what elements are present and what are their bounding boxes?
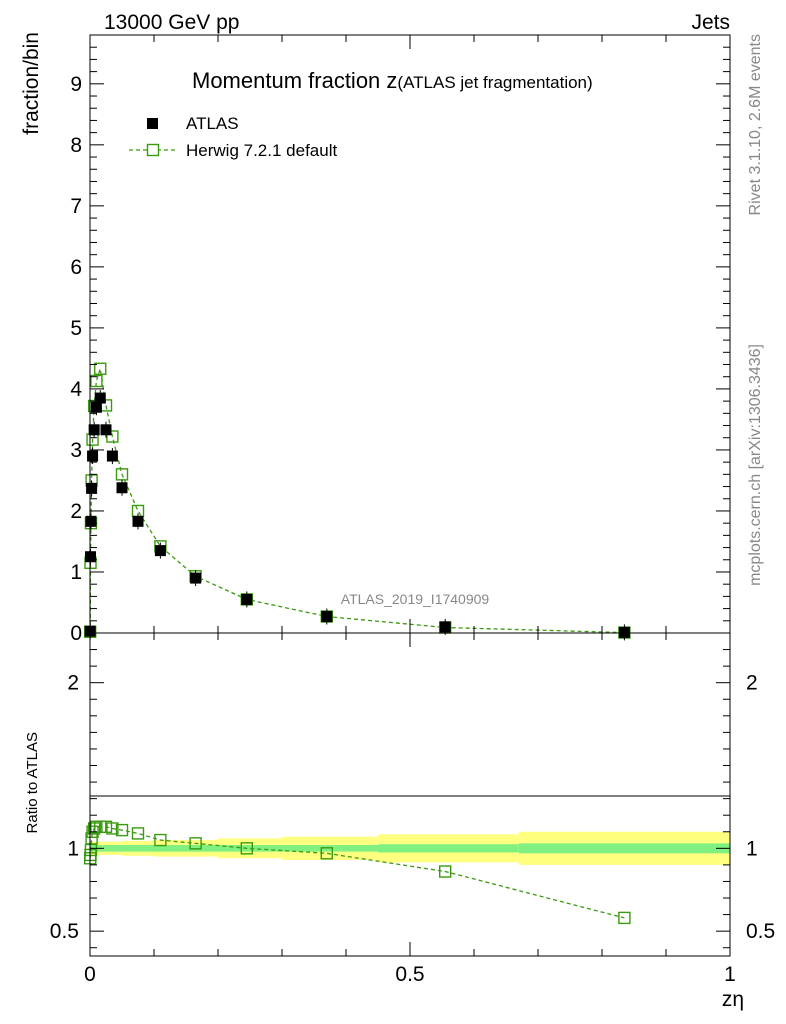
ratio-ytick-label-right: 2 — [746, 672, 758, 695]
ratio-herwig-point — [115, 823, 129, 837]
ratio-ytick-label-right: 0.5 — [746, 920, 775, 943]
atlas-point — [132, 515, 144, 527]
main-ytick-label: 3 — [70, 439, 82, 462]
ratio-herwig-line — [89, 826, 625, 919]
rivet-label: Rivet 3.1.10, 2.6M events — [747, 34, 764, 215]
ratio-band-inner — [518, 843, 730, 854]
atlas-point — [85, 551, 97, 563]
atlas-point — [94, 392, 106, 404]
main-ytick-label: 2 — [70, 500, 82, 523]
ratio-herwig-point — [99, 820, 113, 833]
ratio-band-inner — [102, 845, 122, 852]
atlas-point — [86, 482, 98, 494]
ratio-frame — [89, 632, 731, 957]
ratio-band-inner — [218, 845, 282, 852]
xtick-label: 1 — [724, 963, 736, 986]
ratio-herwig-point — [106, 822, 119, 835]
main-ytick-label: 0 — [70, 622, 82, 645]
main-panel: Momentum fraction z(ATLAS jet fragmentat… — [70, 34, 731, 645]
energy-label: 13000 GeV pp — [104, 11, 239, 34]
ratio-band-inner — [154, 845, 218, 852]
legend: ATLAS Herwig 7.2.1 default — [129, 114, 337, 160]
herwig-point — [106, 430, 119, 443]
main-ytick-label: 6 — [70, 256, 82, 279]
main-ytick-label: 5 — [70, 317, 82, 340]
main-ytick-label: 1 — [70, 561, 82, 584]
atlas-point — [439, 621, 451, 633]
ratio-ytick-label-right: 1 — [746, 837, 758, 860]
source-label: mcplots.cern.ch [arXiv:1306.3436] — [747, 344, 764, 586]
main-ytick-label: 9 — [70, 73, 82, 96]
main-ytick-label: 7 — [70, 195, 82, 218]
legend-label-atlas: ATLAS — [186, 114, 239, 133]
ratio-ytick-label: 2 — [67, 672, 79, 695]
ratio-band-inner — [122, 845, 154, 852]
ratio-band-inner — [378, 844, 519, 853]
ratio-panel: 0.5 0.5 1 1 2 2 — [50, 632, 775, 957]
ratio-herwig-point — [320, 847, 333, 860]
xtick-label: 0 — [84, 963, 96, 986]
atlas-point — [100, 424, 112, 436]
xtick-label: 0.5 — [395, 963, 424, 986]
atlas-point — [321, 611, 333, 623]
atlas-point — [87, 450, 99, 462]
ratio-herwig-point — [240, 842, 254, 855]
atlas-point — [106, 450, 118, 462]
ratio-herwig-point — [189, 837, 202, 850]
ratio-ylabel: Ratio to ATLAS — [24, 732, 41, 833]
herwig-point — [90, 374, 103, 388]
atlas-point — [90, 401, 102, 413]
ratio-herwig-point — [131, 827, 145, 840]
atlas-point — [241, 593, 253, 605]
chart-title: Momentum fraction z(ATLAS jet fragmentat… — [192, 68, 593, 93]
legend-marker-herwig — [146, 143, 160, 157]
herwig-point — [94, 362, 107, 375]
main-ytick-label: 4 — [70, 378, 82, 401]
x-axis-label: zη — [722, 988, 744, 1011]
ratio-ytick-label: 0.5 — [50, 920, 79, 943]
herwig-line — [89, 368, 625, 634]
legend-label-herwig: Herwig 7.2.1 default — [186, 141, 337, 160]
atlas-point — [618, 626, 630, 638]
atlas-point — [116, 482, 128, 494]
main-ytick-label: 8 — [70, 134, 82, 157]
ratio-herwig-point — [618, 911, 631, 925]
ratio-herwig-point — [439, 865, 452, 878]
main-ylabel: fraction/bin — [20, 32, 43, 135]
atlas-point — [85, 515, 97, 527]
ratio-herwig-point — [154, 833, 167, 847]
analysis-tag: ATLAS_2019_I1740909 — [341, 591, 490, 607]
ratio-ytick-label: 1 — [67, 837, 79, 860]
atlas-point — [88, 424, 100, 436]
category-label: Jets — [691, 11, 730, 34]
atlas-point — [190, 572, 202, 584]
atlas-point — [154, 545, 166, 557]
legend-marker-atlas — [147, 118, 158, 129]
